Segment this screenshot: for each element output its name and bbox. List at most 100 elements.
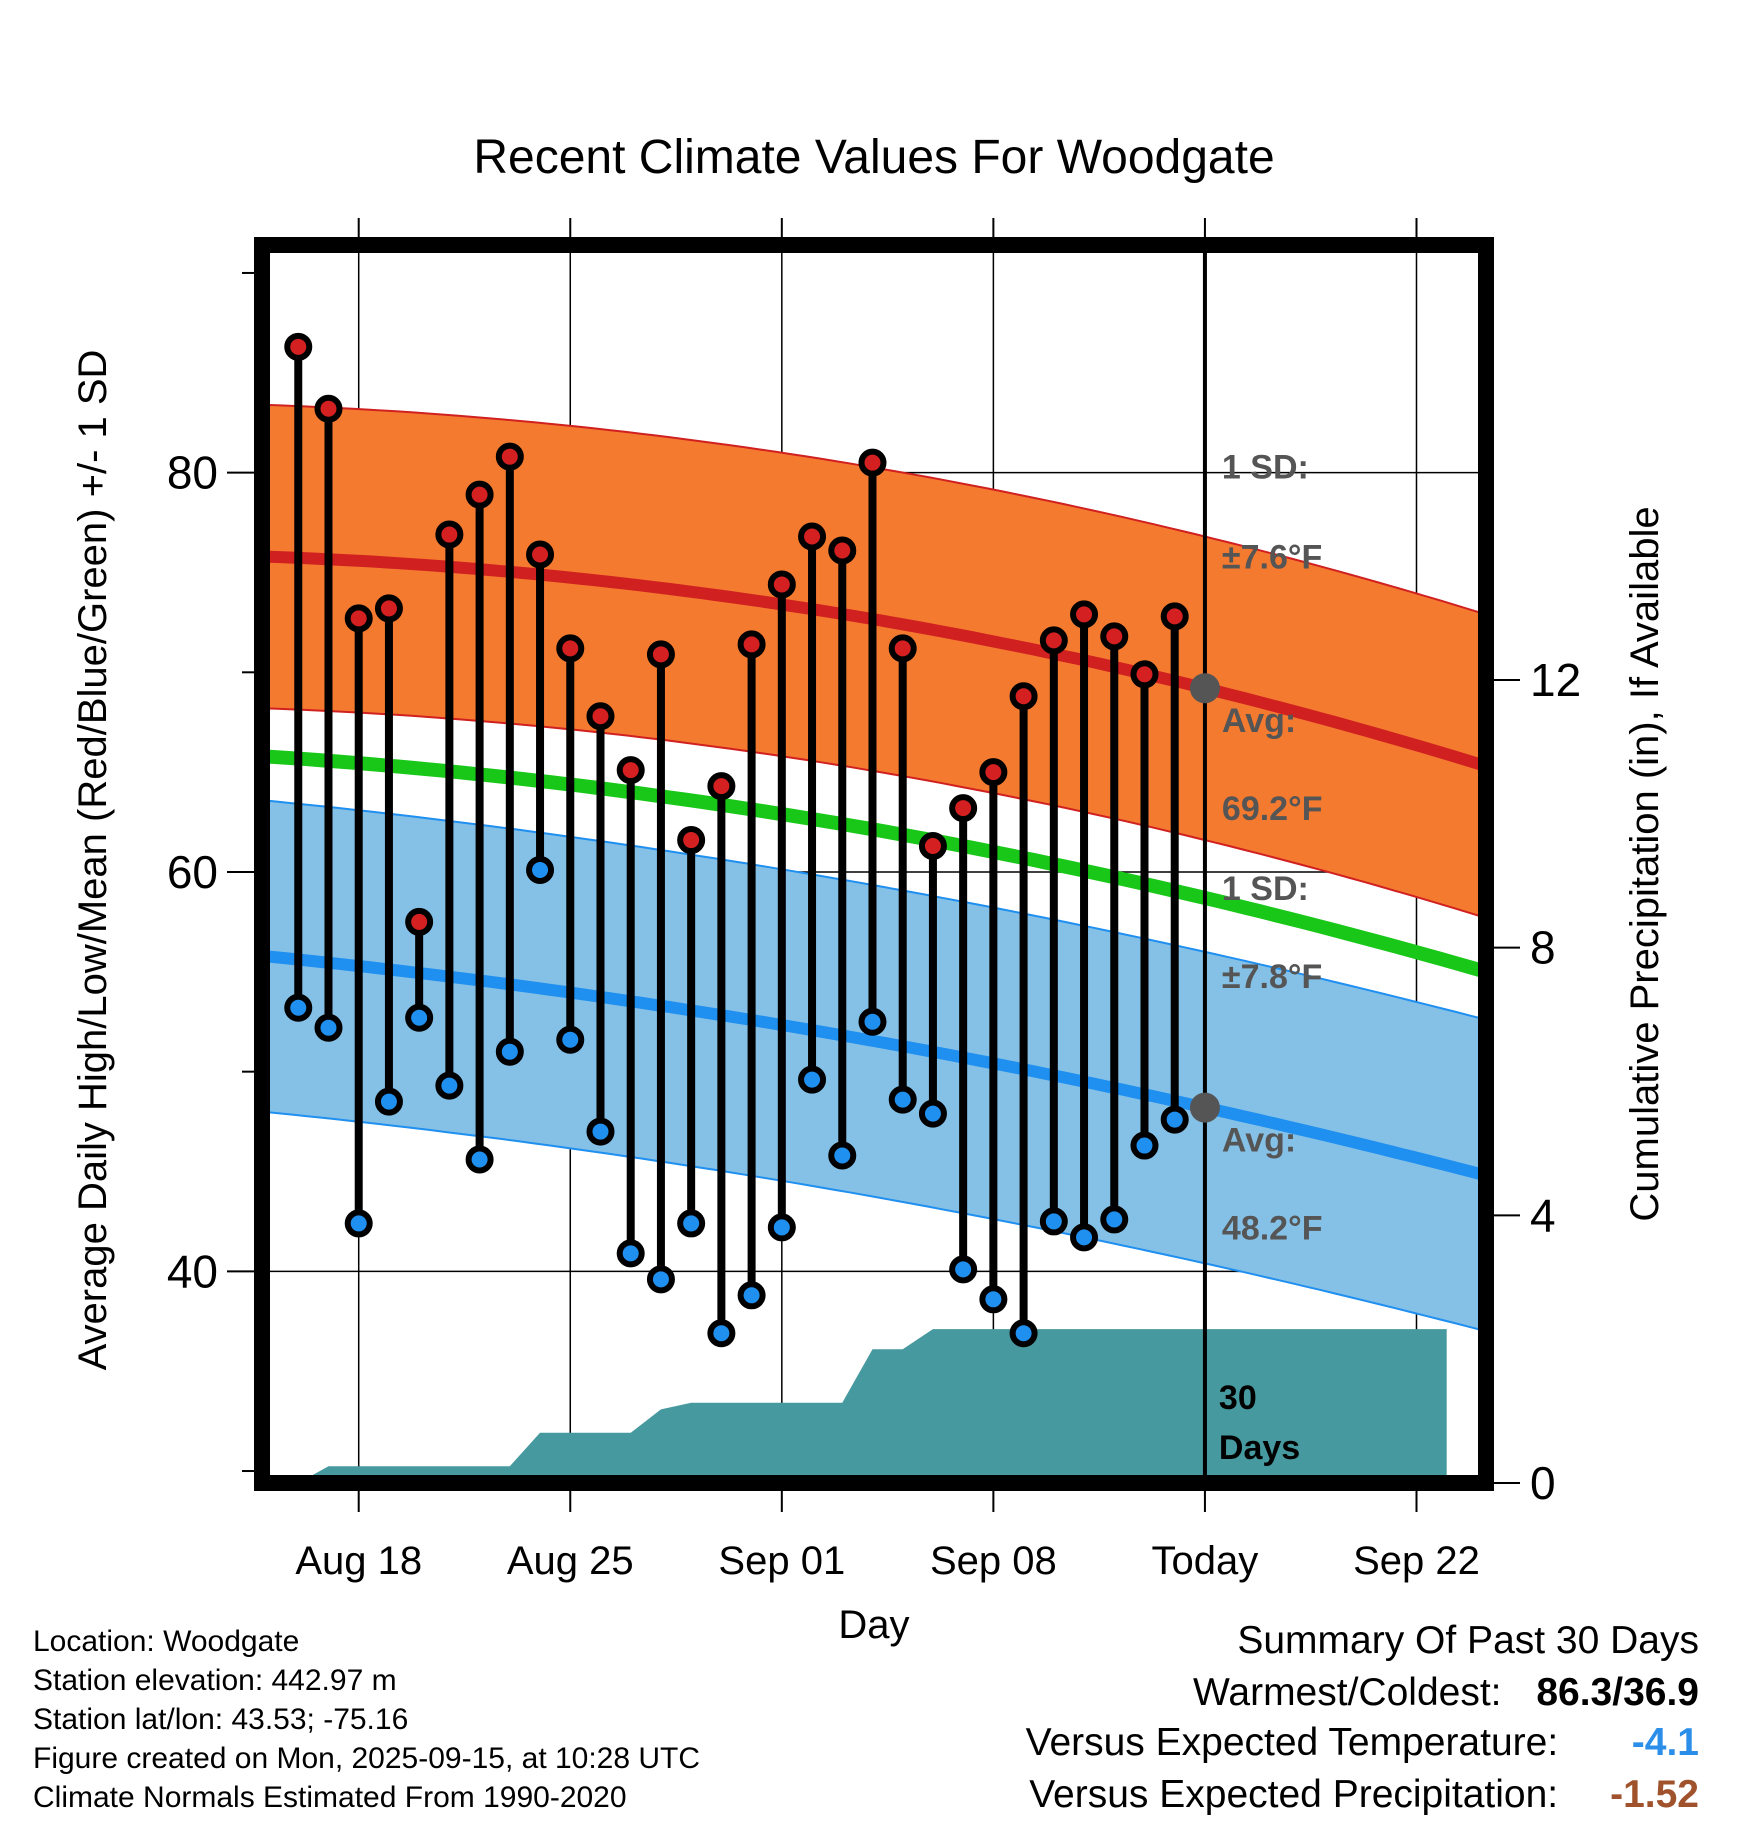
- daily-high-point: [979, 758, 1008, 787]
- x-tick-label: Sep 01: [718, 1539, 845, 1583]
- daily-low-point: [616, 1239, 645, 1268]
- days-word: Days: [1219, 1429, 1300, 1467]
- precip-label: Versus Expected Precipitation:: [1029, 1773, 1559, 1816]
- daily-low-point: [465, 1145, 494, 1174]
- daily-high-point: [405, 907, 434, 936]
- warmest-value: 86.3/36.9: [1536, 1671, 1699, 1714]
- daily-high-point: [828, 536, 857, 565]
- chart-title: Recent Climate Values For Woodgate: [473, 131, 1274, 184]
- low-sd-label: 1 SD:: [1222, 870, 1309, 908]
- daily-high-point: [1009, 682, 1038, 711]
- daily-high-point: [646, 640, 675, 669]
- warmest-label: Warmest/Coldest:: [1193, 1671, 1502, 1714]
- high-avg-value: 69.2°F: [1222, 790, 1323, 828]
- daily-low-point: [828, 1141, 857, 1170]
- low-avg-value: 48.2°F: [1222, 1209, 1323, 1247]
- daily-low-point: [918, 1099, 947, 1128]
- precip-value: -1.52: [1610, 1773, 1699, 1816]
- daily-high-point: [284, 332, 313, 361]
- station-info: Location: Woodgate Station elevation: 44…: [33, 1622, 700, 1817]
- daily-low-point: [1100, 1205, 1129, 1234]
- y2-axis-label: Cumulative Precipitation (in), If Availa…: [1623, 506, 1667, 1221]
- y-tick-label: 80: [167, 447, 218, 499]
- daily-low-point: [284, 993, 313, 1022]
- daily-high-point: [344, 604, 373, 633]
- daily-low-point: [798, 1065, 827, 1094]
- daily-high-point: [1130, 660, 1159, 689]
- summary-title: Summary Of Past 30 Days: [1237, 1619, 1699, 1662]
- low-avg-label: Avg:: [1222, 1122, 1296, 1160]
- daily-high-point: [586, 702, 615, 731]
- y2-tick-label: 8: [1530, 922, 1556, 974]
- y-axis-label: Average Daily High/Low/Mean (Red/Blue/Gr…: [71, 350, 115, 1371]
- latlon-text: Station lat/lon: 43.53; -75.16: [33, 1703, 409, 1736]
- daily-high-point: [1070, 600, 1099, 629]
- daily-low-point: [737, 1281, 766, 1310]
- y-tick-label: 40: [167, 1245, 218, 1297]
- x-tick-label: Sep 08: [930, 1539, 1057, 1583]
- daily-high-point: [918, 832, 947, 861]
- plot-series: [262, 332, 1486, 1483]
- high-sd-value: ±7.6°F: [1222, 538, 1322, 576]
- summary-precip-row: Versus Expected Precipitation: -1.52: [1029, 1773, 1699, 1817]
- today-low-avg-dot: [1189, 1092, 1220, 1123]
- daily-high-point: [767, 570, 796, 599]
- normal-low-line: [262, 949, 1486, 1182]
- annotations: 1 SD: ±7.6°F Avg: 69.2°F 1 SD: ±7.8°F Avg: 48.2…: [1189, 449, 1323, 1467]
- daily-high-point: [798, 522, 827, 551]
- low-sd-value: ±7.8°F: [1222, 958, 1322, 996]
- x-tick-label: Sep 22: [1353, 1539, 1480, 1583]
- daily-low-point: [1039, 1207, 1068, 1236]
- high-avg-label: Avg:: [1222, 702, 1296, 740]
- daily-low-point: [1009, 1319, 1038, 1348]
- daily-high-point: [526, 540, 555, 569]
- daily-low-point: [435, 1071, 464, 1100]
- x-axis-label: Day: [838, 1603, 909, 1647]
- daily-low-point: [586, 1117, 615, 1146]
- y-tick-label: 60: [167, 846, 218, 898]
- created-text: Figure created on Mon, 2025-09-15, at 10…: [33, 1742, 701, 1775]
- daily-high-point: [858, 448, 887, 477]
- daily-high-point: [737, 630, 766, 659]
- daily-high-point: [888, 634, 917, 663]
- daily-low-point: [526, 855, 555, 884]
- y2-tick-label: 12: [1530, 654, 1581, 706]
- daily-high-point: [677, 826, 706, 855]
- today-high-avg-dot: [1189, 673, 1220, 704]
- daily-low-point: [1070, 1223, 1099, 1252]
- daily-high-point: [1160, 602, 1189, 631]
- daily-low-point: [888, 1085, 917, 1114]
- daily-low-point: [767, 1213, 796, 1242]
- days-number: 30: [1219, 1379, 1257, 1417]
- daily-low-point: [707, 1319, 736, 1348]
- daily-low-point: [1130, 1131, 1159, 1160]
- daily-low-point: [374, 1087, 403, 1116]
- daily-low-point: [405, 1003, 434, 1032]
- daily-high-point: [314, 394, 343, 423]
- axes: 40 60 80 0 4 8 12 Aug 18 Aug 25 Sep 01 Sep 08 Today…: [167, 218, 1581, 1583]
- daily-low-point: [677, 1209, 706, 1238]
- daily-high-point: [465, 480, 494, 509]
- daily-low-point: [646, 1265, 675, 1294]
- daily-low-point: [495, 1037, 524, 1066]
- daily-high-point: [1039, 626, 1068, 655]
- temp-value: -4.1: [1631, 1721, 1699, 1764]
- daily-low-point: [556, 1025, 585, 1054]
- daily-high-point: [374, 594, 403, 623]
- location-text: Location: Woodgate: [33, 1625, 300, 1658]
- daily-low-point: [314, 1013, 343, 1042]
- daily-high-point: [1100, 622, 1129, 651]
- daily-low-point: [949, 1255, 978, 1284]
- daily-high-point: [556, 634, 585, 663]
- summary-warmest-row: Warmest/Coldest: 86.3/36.9: [1193, 1671, 1699, 1715]
- normals-text: Climate Normals Estimated From 1990-2020: [33, 1781, 627, 1814]
- high-sd-label: 1 SD:: [1222, 449, 1309, 487]
- daily-low-point: [979, 1285, 1008, 1314]
- x-tick-label: Today: [1152, 1539, 1259, 1583]
- plot-frame: [254, 237, 1494, 1491]
- daily-low-point: [344, 1209, 373, 1238]
- daily-high-point: [616, 756, 645, 785]
- daily-high-point: [707, 772, 736, 801]
- x-tick-label: Aug 18: [295, 1539, 422, 1583]
